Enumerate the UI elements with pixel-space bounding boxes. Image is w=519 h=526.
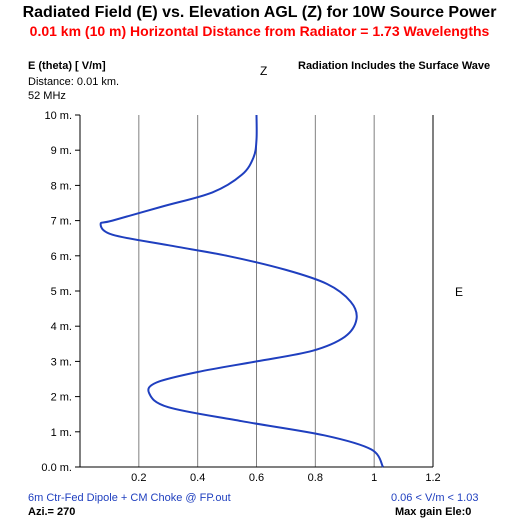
- x-tick-label: 0.6: [249, 472, 264, 484]
- y-tick-label: 6 m.: [51, 251, 72, 263]
- y-unit-label: E (theta) [ V/m]: [28, 60, 106, 72]
- x-tick-label: 1: [371, 472, 377, 484]
- y-tick-label: 7 m.: [51, 216, 72, 228]
- e-axis-label: E: [455, 285, 464, 299]
- x-tick-label: 1.2: [425, 472, 440, 484]
- distance-label: Distance: 0.01 km.: [28, 76, 120, 88]
- y-tick-label: 4 m.: [51, 321, 72, 333]
- grid-lines: [75, 114, 434, 468]
- y-tick-label: 1 m.: [51, 427, 72, 439]
- azimuth-label: Azi.= 270: [28, 506, 76, 518]
- x-tick-label: 0.2: [131, 472, 146, 484]
- model-file-label: 6m Ctr-Fed Dipole + CM Choke @ FP.out: [28, 492, 231, 504]
- y-tick-label: 5 m.: [51, 286, 72, 298]
- max-gain-label: Max gain Ele:0: [395, 506, 472, 518]
- x-tick-label: 0.4: [190, 472, 205, 484]
- field-range-label: 0.06 < V/m < 1.03: [391, 492, 479, 504]
- y-tick-label: 9 m.: [51, 145, 72, 157]
- tick-labels: 0.2 0.4 0.6 0.8 1 1.2 0.0 m. 1 m. 2 m. 3 m. 4 m. 5 …: [41, 110, 440, 484]
- y-tick-label: 3 m.: [51, 356, 72, 368]
- z-axis-label: Z: [260, 64, 268, 78]
- y-tick-label: 2 m.: [51, 392, 72, 404]
- y-tick-label: 0.0 m.: [41, 462, 72, 474]
- frequency-label: 52 MHz: [28, 90, 66, 102]
- y-tick-label: 10 m.: [44, 110, 72, 122]
- surface-wave-note: Radiation Includes the Surface Wave: [298, 60, 491, 72]
- chart-subtitle: 0.01 km (10 m) Horizontal Distance from …: [29, 23, 490, 39]
- x-tick-label: 0.8: [308, 472, 323, 484]
- chart-title: Radiated Field (E) vs. Elevation AGL (Z)…: [22, 4, 497, 21]
- field-curve: [99, 114, 384, 468]
- y-tick-label: 8 m.: [51, 180, 72, 192]
